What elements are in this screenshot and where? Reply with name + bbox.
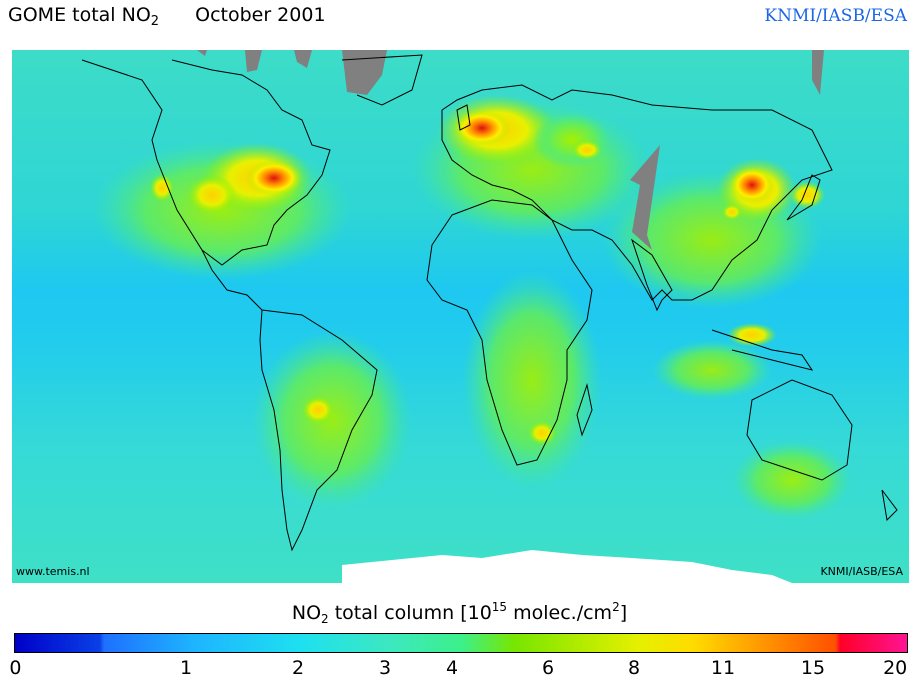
cbar-label-post: molec./cm [507, 602, 613, 624]
coast-japan [786, 174, 821, 221]
colorbar-tick-label: 2 [291, 657, 305, 679]
cbar-label-sup2: 2 [612, 600, 620, 614]
map-canvas [12, 50, 909, 583]
website-label: www.temis.nl [16, 565, 90, 578]
coast-australia [746, 379, 853, 481]
colorbar-tick-label: 0 [9, 657, 22, 679]
coast-india [631, 238, 673, 312]
coast-europe [441, 84, 833, 301]
cbar-label-pre: NO [291, 602, 322, 624]
colorbar-title: NO2 total column [1015 molec./cm2] [0, 600, 919, 626]
land-enhancement-layer [92, 100, 852, 520]
hotspots-layer [150, 95, 825, 445]
coast-south-america [259, 309, 378, 552]
polar-no-data [342, 550, 792, 583]
colorbar-tick-label: 8 [627, 657, 641, 679]
cbar-label-sub: 2 [321, 612, 329, 626]
title-date: October 2001 [195, 4, 326, 26]
map-credit-label: KNMI/IASB/ESA [820, 565, 903, 578]
colorbar-tick-label: 4 [445, 657, 459, 679]
coast-madagascar [576, 383, 593, 437]
colorbar-tick-label: 3 [378, 657, 392, 679]
coast-north-america [81, 59, 331, 266]
colorbar [14, 633, 908, 653]
coast-central-america [201, 249, 263, 311]
title-subscript: 2 [150, 14, 160, 29]
cbar-label-mid: total column [10 [328, 602, 492, 624]
cbar-label-end: ] [619, 602, 628, 624]
coast-new-zealand [881, 489, 898, 522]
coast-africa [426, 199, 593, 466]
colorbar-tick-label: 6 [541, 657, 555, 679]
colorbar-gradient [15, 634, 907, 652]
colorbar-tick-label: 1 [179, 657, 193, 679]
coast-uk [456, 104, 471, 131]
cbar-label-sup: 15 [491, 600, 508, 614]
no2-world-map: www.temis.nl KNMI/IASB/ESA [12, 50, 909, 583]
map-title: GOME total NO2 October 2001 [8, 4, 326, 29]
colorbar-tick-label: 20 [883, 657, 908, 679]
colorbar-tick-label: 15 [800, 657, 826, 679]
missing-data-layer [197, 50, 824, 250]
coast-greenland [341, 54, 423, 106]
colorbar-tick-label: 11 [710, 657, 736, 679]
coastlines-layer [81, 54, 898, 552]
credit-label: KNMI/IASB/ESA [764, 6, 907, 26]
title-main: GOME total NO [8, 4, 151, 26]
coast-indonesia [711, 329, 814, 371]
